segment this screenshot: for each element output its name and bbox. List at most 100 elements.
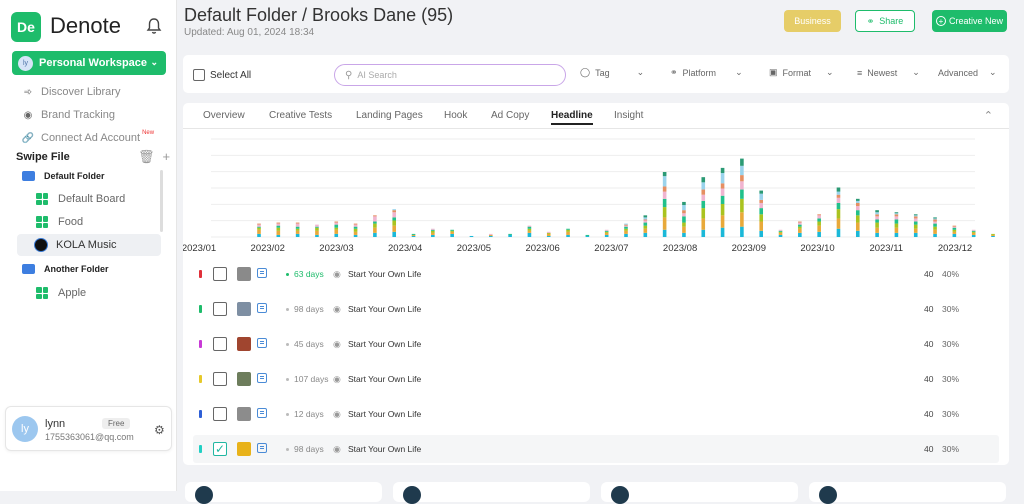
business-button[interactable]: Business [784,10,841,32]
chevron-down-icon: ⌄ [735,67,743,77]
list-item[interactable]: ✓ 98 days ◉ Start Your Own Life 40 30% [193,435,999,463]
board-food[interactable]: Food [36,216,83,228]
trash-icon[interactable]: 🗑 [138,149,155,164]
sidebar-scrollbar[interactable] [160,170,163,232]
tab-overview[interactable]: Overview [203,110,245,121]
eye-icon[interactable]: ◉ [333,339,341,349]
nav-connect-ad-account[interactable]: 🔗 Connect Ad Account New [22,130,154,144]
creative-card[interactable] [393,482,590,504]
percentage: 30% [942,374,960,384]
folder-another[interactable]: Another Folder [22,264,109,274]
workspace-selector[interactable]: ly Personal Workspace ⌄ [12,51,166,75]
list-item[interactable]: 63 days ◉ Start Your Own Life 40 40% [193,260,999,288]
chart-bar-segment [624,223,628,225]
chevron-up-icon[interactable]: ⌃ [983,110,993,122]
chart-bar-segment [875,227,879,233]
tab-creative-tests[interactable]: Creative Tests [269,110,333,121]
list-item[interactable]: 98 days ◉ Start Your Own Life 40 30% [193,295,999,323]
nav-discover-library[interactable]: ➾ Discover Library [22,86,121,98]
chart-bar-segment [624,225,628,227]
advanced-filter[interactable]: Advanced ⌄ [938,67,997,78]
eye-icon[interactable]: ◉ [333,304,341,314]
tab-headline[interactable]: Headline [551,110,593,125]
headline-title: Start Your Own Life [348,304,422,314]
ad-count: 40 [924,409,934,419]
row-checkbox[interactable]: ✓ [213,442,227,456]
tab-landing-pages[interactable]: Landing Pages [356,110,423,121]
workspace-label: Personal Workspace [39,57,148,69]
board-apple[interactable]: Apple [36,287,86,299]
chart-bar-segment [662,229,667,237]
chart-bar-segment [836,218,841,229]
sort-filter[interactable]: ≡ Newest ⌄ [857,67,920,78]
creative-new-button[interactable]: + Creative New [932,10,1007,32]
document-icon[interactable] [257,338,267,348]
nav-brand-tracking[interactable]: ◉ Brand Tracking [22,109,115,121]
bell-icon[interactable] [146,17,162,35]
eye-icon[interactable]: ◉ [333,374,341,384]
eye-icon[interactable]: ◉ [333,444,341,454]
creative-card[interactable] [809,482,1006,504]
eye-icon[interactable]: ◉ [333,269,341,279]
eye-icon[interactable]: ◉ [333,409,341,419]
user-card[interactable]: ly lynn Free 1755363061@qq.com ⚙ [5,406,172,451]
plus-icon[interactable]: + [162,149,171,164]
row-checkbox[interactable] [213,302,227,316]
chart-bar-segment [257,227,261,230]
board-icon [36,193,48,205]
tab-ad-copy[interactable]: Ad Copy [491,110,530,121]
share-label: Share [879,16,904,26]
logo-icon[interactable]: De [11,12,41,42]
share-button[interactable]: ⚭ Share [855,10,915,32]
document-icon[interactable] [257,443,267,453]
document-icon[interactable] [257,303,267,313]
select-all[interactable]: Select All [193,69,251,81]
chart-bar-segment [836,197,841,203]
chart-bar-segment [643,217,648,220]
board-kola-music[interactable]: KOLA Music [34,238,117,252]
platform-label: Platform [682,67,717,78]
row-checkbox[interactable] [213,337,227,351]
chart-bar-segment [894,232,899,237]
document-icon[interactable] [257,408,267,418]
chart-bar-segment [624,233,628,237]
tab-hook[interactable]: Hook [444,110,468,121]
share-icon: ⚭ [866,15,875,26]
color-mark [199,375,202,383]
chart-bar-segment [875,210,879,213]
chart-bar-segment [798,221,802,223]
gear-icon[interactable]: ⚙ [154,423,165,437]
target-icon: ◉ [23,109,33,121]
search-input[interactable]: ⚲ AI Search [334,64,566,86]
folder-default[interactable]: Default Folder [22,171,105,181]
chart-bar-segment [682,226,686,233]
chart-bar-segment [836,191,841,195]
creative-card[interactable] [601,482,798,504]
board-default-board[interactable]: Default Board [36,193,125,205]
chart-bar-segment [817,231,821,237]
chart-bar-segment [798,222,802,225]
select-all-checkbox[interactable] [193,69,205,81]
chart-bar-segment [469,235,474,237]
chart-bar-segment [643,225,648,229]
document-icon[interactable] [257,373,267,383]
document-icon[interactable] [257,268,267,278]
tab-insight[interactable]: Insight [614,110,644,121]
row-checkbox[interactable] [213,267,227,281]
list-item[interactable]: 45 days ◉ Start Your Own Life 40 30% [193,330,999,358]
tag-filter[interactable]: ◯ Tag ⌄ [580,67,644,78]
creative-card[interactable] [185,482,382,504]
chart-bar-segment [353,226,358,229]
chart-bar-segment [353,231,358,235]
platform-filter[interactable]: ⚭ Platform ⌄ [670,67,743,78]
chart-bar-segment [855,202,860,207]
format-filter[interactable]: ▣ Format ⌄ [769,67,834,78]
row-checkbox[interactable] [213,407,227,421]
list-item[interactable]: 12 days ◉ Start Your Own Life 40 30% [193,400,999,428]
list-item[interactable]: 107 days ◉ Start Your Own Life 40 30% [193,365,999,393]
row-checkbox[interactable] [213,372,227,386]
chart-bar-segment [624,224,628,226]
chart-bar-segment [991,233,995,235]
platform-icon: ⚭ [670,67,678,77]
chart-bar-segment [450,231,454,234]
